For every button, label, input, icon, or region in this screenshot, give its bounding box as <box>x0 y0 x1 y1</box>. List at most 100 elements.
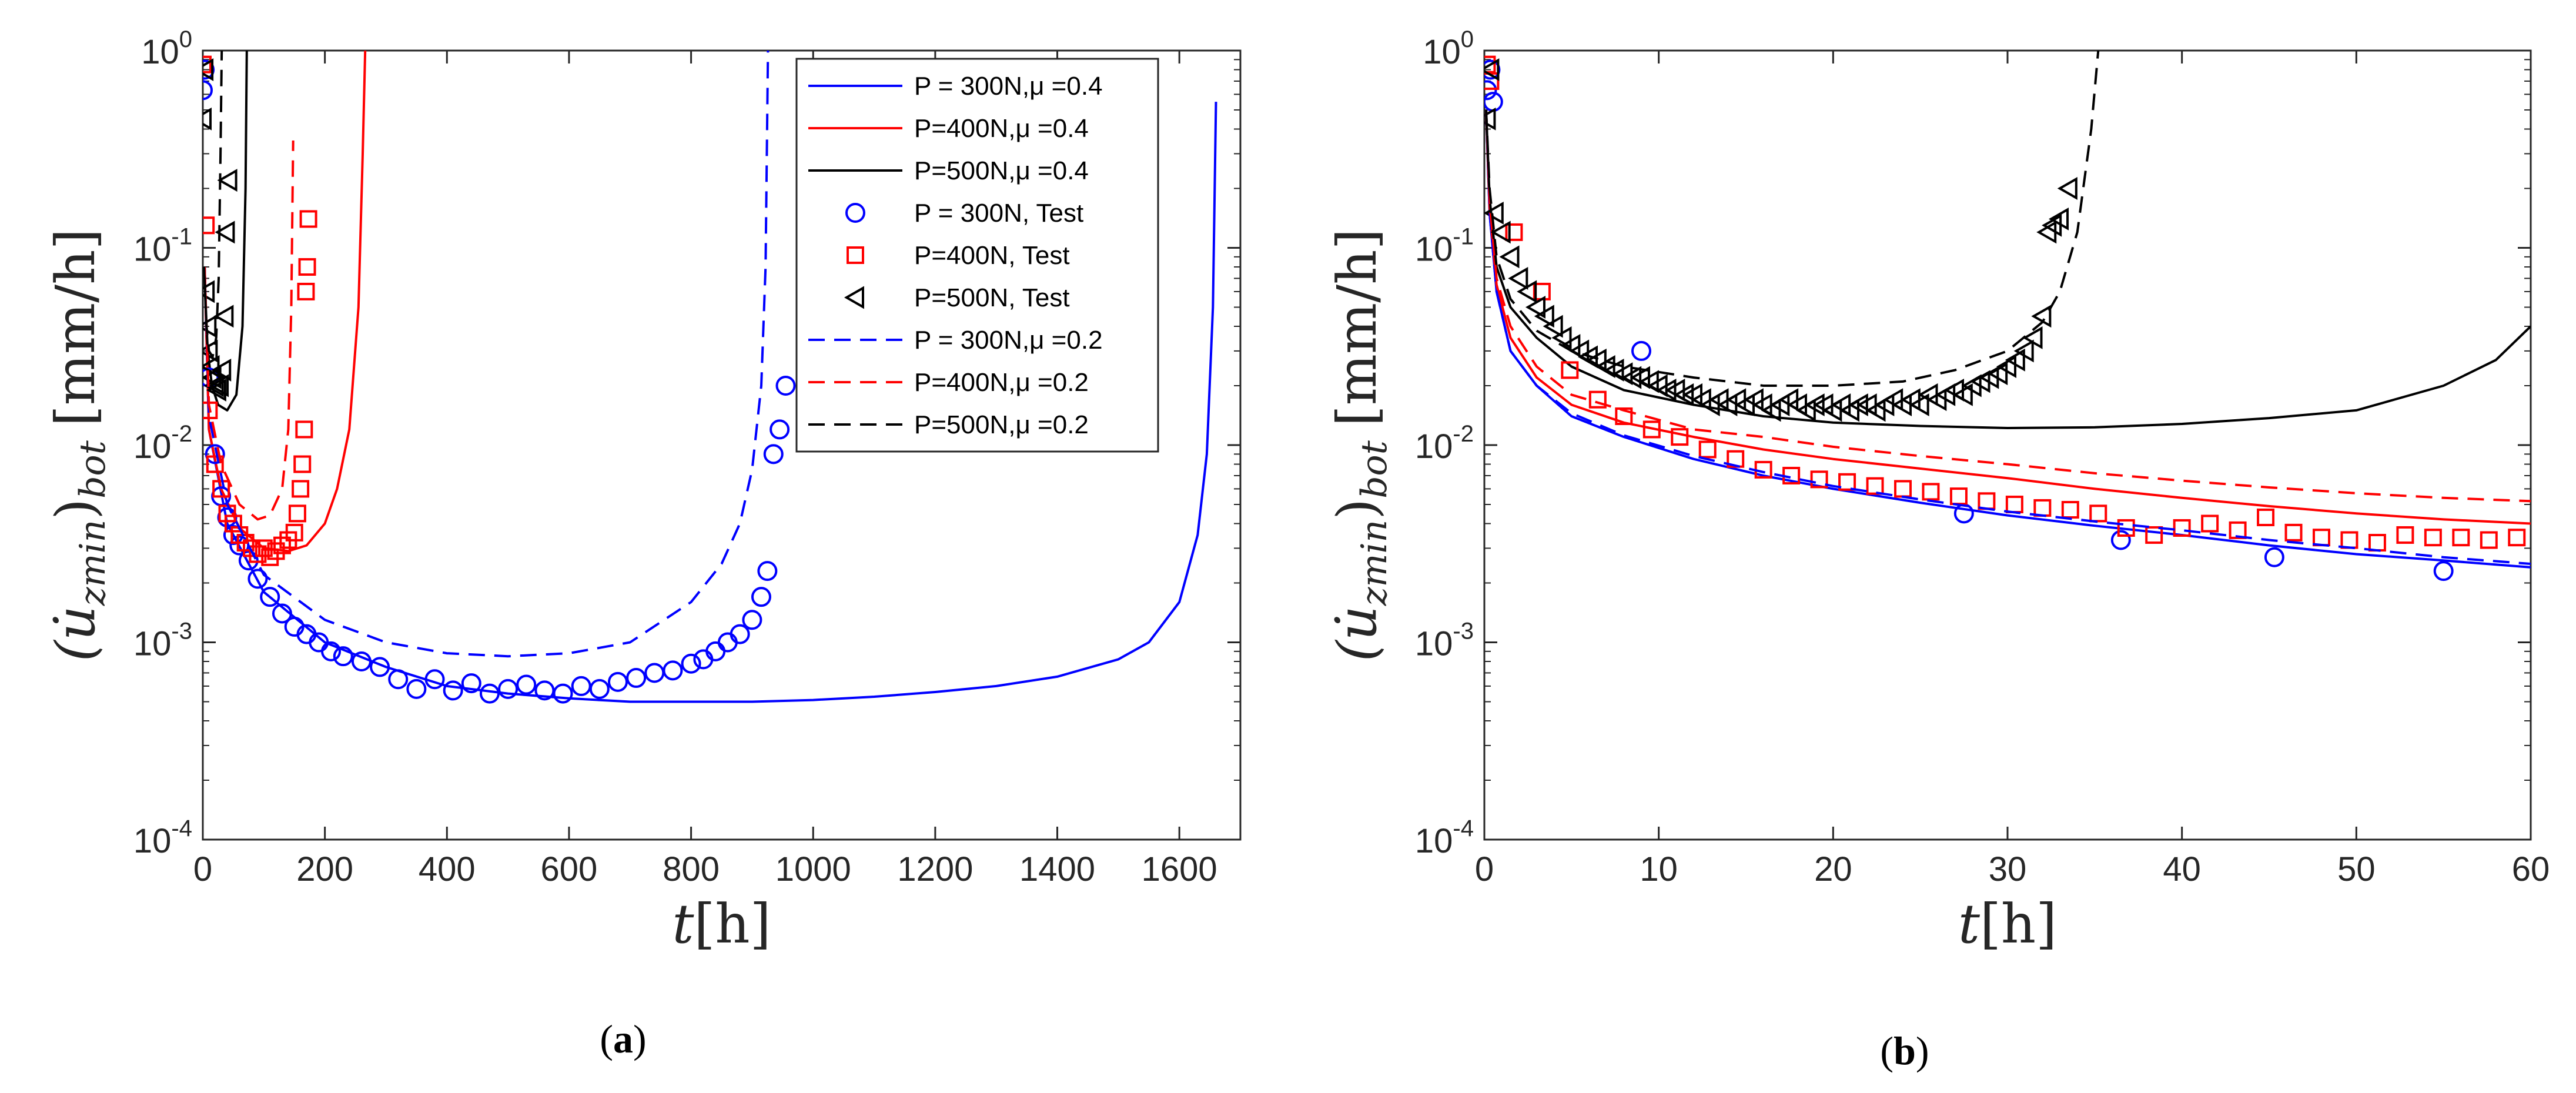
data-point <box>288 504 306 523</box>
x-tick-label: 200 <box>296 850 353 888</box>
data-point <box>238 550 259 571</box>
legend-item: P = 300N,μ =0.4 <box>808 72 1103 101</box>
data-point <box>217 169 237 192</box>
data-point <box>321 641 342 661</box>
y-tick-label: 100 <box>1423 26 1474 71</box>
x-tick-label: 1000 <box>775 850 851 888</box>
data-point <box>751 587 771 607</box>
data-point <box>424 669 445 690</box>
y-tick-label: 10-1 <box>133 224 192 269</box>
data-point <box>757 561 778 581</box>
data-point <box>1505 223 1523 241</box>
data-point <box>2508 529 2526 547</box>
x-tick-label: 20 <box>1814 850 1852 888</box>
data-point <box>2005 348 2025 372</box>
data-point <box>1922 483 1940 501</box>
data-point <box>1656 379 1677 402</box>
y-axis-label: (u̇zmin)bot[mm/h] <box>44 229 113 662</box>
data-point <box>461 673 481 694</box>
legend-item: P=500N,μ =0.4 <box>808 156 1089 185</box>
x-tick-label: 60 <box>2512 850 2550 888</box>
data-point <box>1499 245 1520 269</box>
data-point <box>1569 339 1590 363</box>
y-tick-label: 10-4 <box>133 815 192 860</box>
data-point <box>298 258 316 276</box>
data-point <box>2452 529 2470 547</box>
data-point <box>297 282 315 300</box>
data-point <box>2433 561 2454 581</box>
x-tick-label: 40 <box>2163 850 2201 888</box>
series-line <box>203 51 367 553</box>
data-point <box>1484 80 1497 101</box>
data-point <box>2110 530 2131 550</box>
data-point <box>211 358 232 382</box>
data-point <box>351 651 372 672</box>
legend-item: P=400N,μ =0.4 <box>808 114 1089 143</box>
series-line <box>203 51 770 658</box>
data-point <box>443 680 463 701</box>
x-tick-label: 1200 <box>897 850 973 888</box>
data-point <box>299 210 317 228</box>
data-point <box>206 379 226 402</box>
y-tick-label: 10-2 <box>1415 421 1474 466</box>
data-point <box>1909 393 1929 416</box>
data-point <box>2061 501 2079 519</box>
data-point <box>267 542 285 560</box>
data-point <box>247 569 268 589</box>
legend-swatch <box>844 286 864 309</box>
data-point <box>498 678 518 699</box>
data-point <box>206 455 224 473</box>
data-point <box>1586 348 1607 372</box>
data-point <box>406 678 427 699</box>
x-axis-label: t[h] <box>672 893 771 955</box>
series-line <box>203 51 223 358</box>
data-point <box>1996 355 2016 378</box>
panel-a: 100 10-1 10-2 10-3 10-40 200 400 600 800 1000 1200… <box>44 26 1242 1061</box>
x-tick-label: 50 <box>2337 850 2376 888</box>
x-tick-label: 1400 <box>1019 850 1095 888</box>
legend-item: P=500N, Test <box>844 283 1070 312</box>
data-point <box>770 419 790 440</box>
data-point <box>1525 296 1545 319</box>
data-point <box>236 534 255 552</box>
data-point <box>1508 267 1528 290</box>
x-tick-label: 0 <box>1475 850 1494 888</box>
data-point <box>215 220 235 244</box>
data-point <box>479 683 500 704</box>
data-point <box>1543 315 1563 338</box>
data-point <box>203 107 212 131</box>
series-line <box>1485 109 2531 525</box>
y-tick-label: 10-3 <box>1415 619 1474 663</box>
data-point <box>224 514 242 533</box>
data-point <box>2117 519 2135 537</box>
y-tick-label: 100 <box>141 26 192 71</box>
data-point <box>2173 519 2191 537</box>
data-point <box>2424 529 2442 547</box>
data-point <box>1866 477 1884 495</box>
y-tick-label: 10-3 <box>133 619 192 663</box>
data-point <box>1631 340 1651 361</box>
data-point <box>212 480 230 498</box>
data-point <box>553 683 573 704</box>
legend-label: P=400N, Test <box>914 241 1070 270</box>
x-tick-label: 1600 <box>1142 850 1217 888</box>
y-tick-label: 10-4 <box>1415 815 1474 860</box>
data-point <box>1517 280 1537 303</box>
legend-box <box>795 58 1159 453</box>
data-point <box>775 376 796 396</box>
data-point <box>2396 526 2414 544</box>
data-point <box>333 646 353 667</box>
data-point <box>203 374 224 397</box>
data-point <box>2089 504 2107 523</box>
data-point <box>292 480 310 498</box>
data-point <box>203 216 215 235</box>
data-point <box>272 603 292 624</box>
legend-swatch <box>847 246 864 264</box>
data-point <box>2201 514 2219 533</box>
x-axis-label: t[h] <box>1958 893 2057 955</box>
data-point <box>249 545 267 563</box>
legend-item: P=400N,μ =0.2 <box>808 368 1089 397</box>
data-point <box>1674 383 1694 406</box>
data-point <box>663 660 683 681</box>
data-point <box>626 668 647 688</box>
